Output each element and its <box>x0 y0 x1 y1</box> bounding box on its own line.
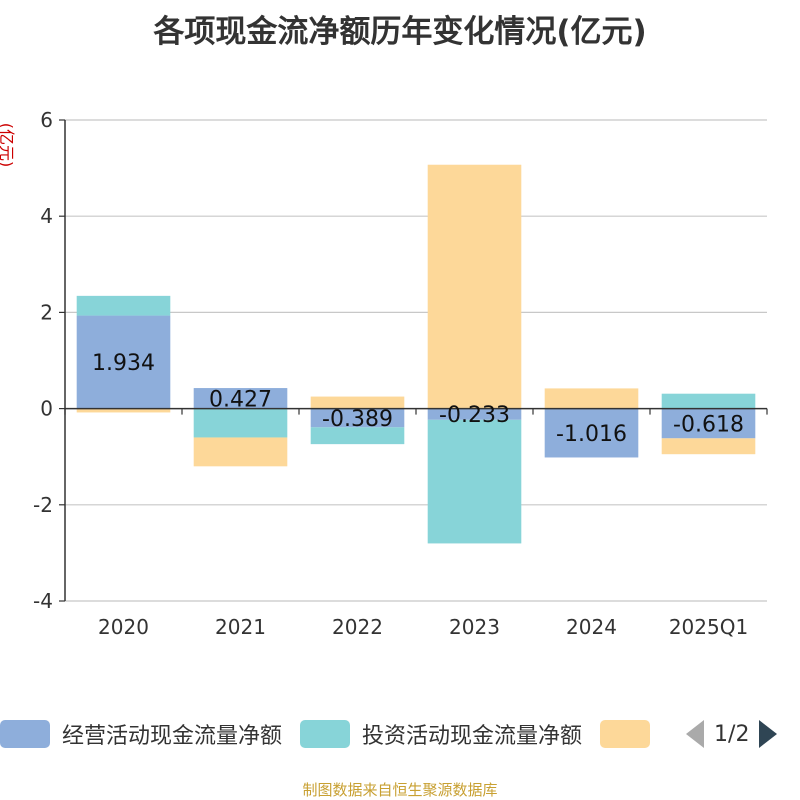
pager-prev-icon[interactable] <box>686 720 705 748</box>
data-labels: 1.934 0.427 -0.389 -0.233 -1.016 -0.618 <box>92 351 744 447</box>
legend-label-investing: 投资活动现金流量净额 <box>362 724 583 749</box>
bar-series2-2021 <box>193 408 288 438</box>
bar-series3-2021 <box>193 437 288 467</box>
source-note: 制图数据来自恒生聚源数据库 <box>302 781 498 799</box>
legend-swatch-investing <box>300 720 351 748</box>
bar-series2-2022 <box>310 427 405 445</box>
legend-swatch-financing <box>600 720 651 748</box>
y-tick-label: 4 <box>40 204 53 228</box>
bar-series3-2022 <box>310 396 405 409</box>
x-tick-label-2020: 2020 <box>98 615 149 639</box>
bar-series1-2024 <box>544 408 639 458</box>
legend-swatch-operating <box>0 720 50 748</box>
data-label-2023: -0.233 <box>439 403 510 428</box>
legend-item-operating[interactable]: 经营活动现金流量净额 <box>0 718 282 750</box>
x-tick-label-2023: 2023 <box>449 615 500 639</box>
legend-pager: 1/2 <box>686 720 778 748</box>
y-tick-label: -4 <box>33 589 53 613</box>
bars <box>76 164 756 544</box>
data-label-2020: 1.934 <box>92 351 155 376</box>
bar-series2-2025Q1 <box>661 393 756 409</box>
grid-lines <box>65 119 767 602</box>
bar-series1-2020 <box>76 315 171 409</box>
bar-series2-2020 <box>76 295 171 316</box>
y-axis-label: (亿元) <box>0 123 16 168</box>
legend-item-financing[interactable] <box>600 720 662 748</box>
data-label-2021: 0.427 <box>209 387 272 412</box>
legend: 经营活动现金流量净额 投资活动现金流量净额 1/2 <box>0 716 800 752</box>
x-tick-label-2024: 2024 <box>566 615 617 639</box>
y-tick-label: -2 <box>33 493 53 517</box>
y-tick-label: 0 <box>40 397 53 421</box>
bar-series2-2023 <box>427 419 522 544</box>
data-label-2025Q1: -0.618 <box>673 412 744 437</box>
chart-title: 各项现金流净额历年变化情况(亿元) <box>153 14 647 50</box>
y-tick-label: 2 <box>40 300 53 324</box>
x-tick-label-2021: 2021 <box>215 615 266 639</box>
bar-series1-2022 <box>310 408 405 428</box>
bar-series3-2023 <box>427 164 522 409</box>
legend-page-indicator: 1/2 <box>714 721 750 747</box>
bar-series1-2023 <box>427 408 522 420</box>
x-tick-label-2022: 2022 <box>332 615 383 639</box>
legend-item-investing[interactable]: 投资活动现金流量净额 <box>300 718 582 750</box>
bar-series3-2025Q1 <box>661 438 756 455</box>
data-label-2024: -1.016 <box>556 422 627 447</box>
data-label-2022: -0.389 <box>322 407 393 432</box>
bar-series3-2024 <box>544 388 639 409</box>
x-tick-label-2025Q1: 2025Q1 <box>669 615 748 639</box>
axes: -4 -2 0 2 4 6 2020 2021 2022 2023 2024 2025Q1 <box>33 108 768 639</box>
bar-series1-2021 <box>193 388 288 409</box>
bar-series1-2025Q1 <box>661 408 756 439</box>
y-tick-label: 6 <box>40 108 53 132</box>
pager-next-icon[interactable] <box>759 720 778 748</box>
legend-label-operating: 经营活动现金流量净额 <box>62 724 283 749</box>
bar-series3-2020 <box>76 408 171 413</box>
